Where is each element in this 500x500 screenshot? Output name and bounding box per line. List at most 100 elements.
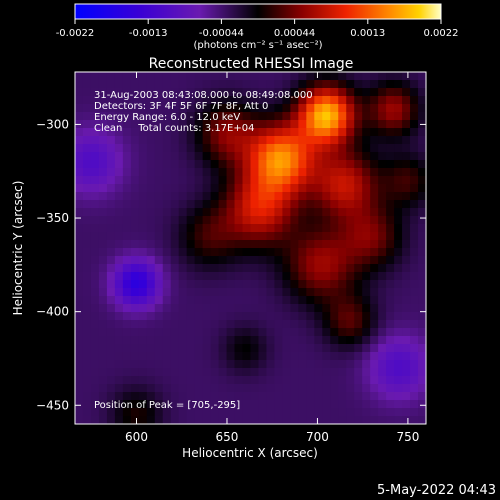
heatmap-cell <box>274 184 284 193</box>
heatmap-cell <box>114 344 124 353</box>
heatmap-cell <box>402 264 411 273</box>
heatmap-cell <box>322 376 331 385</box>
heatmap-cell <box>330 344 339 353</box>
heatmap-cell <box>242 392 252 401</box>
heatmap-cell <box>410 88 419 97</box>
heatmap-cell <box>114 320 124 329</box>
heatmap-cell <box>90 256 100 265</box>
heatmap-cell <box>82 280 92 289</box>
heatmap-cell <box>266 312 276 321</box>
heatmap-cell <box>322 408 331 417</box>
heatmap-cell <box>226 208 236 217</box>
heatmap-cell <box>210 400 220 409</box>
heatmap-cell <box>106 136 116 145</box>
heatmap-cell <box>378 336 387 345</box>
heatmap-cell <box>306 264 315 273</box>
heatmap-cell <box>178 264 188 273</box>
heatmap-cell <box>346 192 355 201</box>
heatmap-cell <box>82 224 92 233</box>
heatmap-cell <box>162 120 172 129</box>
heatmap-cell <box>130 408 140 417</box>
heatmap-cell <box>338 336 347 345</box>
heatmap-cell <box>202 416 212 424</box>
heatmap-cell <box>154 248 164 257</box>
heatmap-cell <box>194 216 204 225</box>
heatmap-cell <box>410 72 419 81</box>
heatmap-cell <box>258 336 268 345</box>
heatmap-cell <box>82 328 92 337</box>
heatmap-cell <box>322 208 331 217</box>
heatmap-cell <box>346 264 355 273</box>
heatmap-cell <box>418 376 426 385</box>
heatmap-cell <box>354 296 363 305</box>
heatmap-cell <box>362 336 371 345</box>
heatmap-cell <box>418 224 426 233</box>
heatmap-cell <box>314 120 323 129</box>
heatmap-cell <box>194 168 204 177</box>
heatmap-cell <box>146 416 156 424</box>
heatmap-cell <box>330 216 339 225</box>
heatmap-cell <box>402 152 411 161</box>
heatmap-cell <box>130 160 140 169</box>
heatmap-cell <box>370 184 379 193</box>
heatmap-cell <box>338 96 347 105</box>
heatmap-cell <box>138 112 148 121</box>
heatmap-cell <box>82 376 92 385</box>
heatmap-cell <box>130 400 140 409</box>
heatmap-cell <box>330 352 339 361</box>
heatmap-cell <box>322 248 331 257</box>
heatmap-cell <box>122 240 132 249</box>
heatmap-cell <box>98 280 108 289</box>
heatmap-cell <box>90 152 100 161</box>
heatmap-cell <box>82 152 92 161</box>
heatmap-cell <box>250 152 260 161</box>
heatmap-cell <box>82 192 92 201</box>
heatmap-cell <box>362 72 371 81</box>
heatmap-cell <box>346 400 355 409</box>
heatmap-cell <box>138 120 148 129</box>
heatmap-cell <box>402 104 411 113</box>
heatmap-cell <box>322 368 331 377</box>
heatmap-cell <box>346 304 355 313</box>
heatmap-cell <box>226 120 236 129</box>
heatmap-cell <box>130 320 140 329</box>
heatmap-cell <box>162 280 172 289</box>
heatmap-cell <box>122 280 132 289</box>
heatmap-cell <box>338 168 347 177</box>
heatmap-cell <box>290 416 299 424</box>
heatmap-cell <box>306 384 315 393</box>
heatmap-cell <box>138 272 148 281</box>
heatmap-cell <box>370 128 379 137</box>
heatmap-cell <box>370 304 379 313</box>
heatmap-cell <box>362 96 371 105</box>
heatmap-cell <box>122 312 132 321</box>
colorbar-tick-label: -0.0013 <box>129 28 168 39</box>
heatmap-cell <box>162 88 172 97</box>
heatmap-cell <box>266 152 276 161</box>
heatmap-cell <box>410 288 419 297</box>
heatmap-cell <box>98 184 108 193</box>
heatmap-cell <box>202 264 212 273</box>
heatmap-cell <box>82 80 92 89</box>
heatmap-cell <box>114 416 124 424</box>
colorbar-unit-label: (photons cm⁻² s⁻¹ asec⁻²) <box>193 40 322 51</box>
observation-info: 31-Aug-2003 08:43:08.000 to 08:49:08.000… <box>94 90 313 134</box>
heatmap-cell <box>306 376 315 385</box>
heatmap-cell <box>194 192 204 201</box>
heatmap-cell <box>210 288 220 297</box>
heatmap-cell <box>186 72 196 81</box>
heatmap-cell <box>194 104 204 113</box>
heatmap-cell <box>290 408 299 417</box>
heatmap-cell <box>162 384 172 393</box>
heatmap-cell <box>146 224 156 233</box>
heatmap-cell <box>154 312 164 321</box>
heatmap-cell <box>290 96 299 105</box>
heatmap-cell <box>266 192 276 201</box>
heatmap-cell <box>75 200 84 209</box>
heatmap-cell <box>282 104 291 113</box>
heatmap-cell <box>130 152 140 161</box>
heatmap-cell <box>258 112 268 121</box>
heatmap-cell <box>146 168 156 177</box>
heatmap-cell <box>242 144 252 153</box>
heatmap-cell <box>266 208 276 217</box>
